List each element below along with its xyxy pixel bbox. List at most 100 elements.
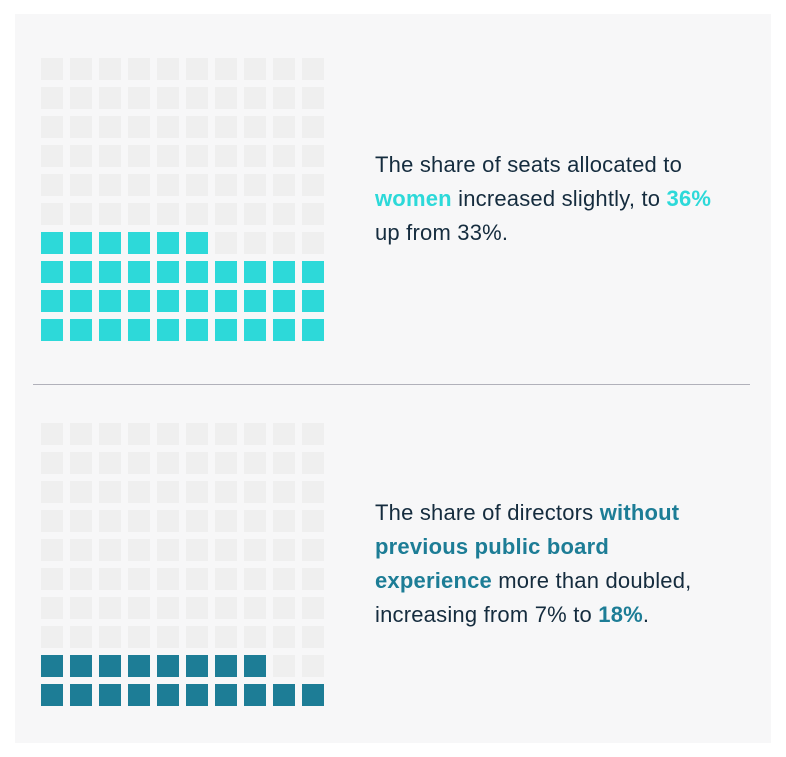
waffle-cell — [215, 289, 237, 312]
waffle-cell — [302, 86, 324, 109]
waffle-cell — [273, 115, 295, 138]
waffle-cell — [128, 260, 150, 283]
waffle-cell — [128, 538, 150, 561]
waffle-cell — [273, 567, 295, 590]
waffle-cell — [128, 654, 150, 677]
waffle-cell — [186, 289, 208, 312]
waffle-cell — [157, 202, 179, 225]
waffle-cell — [273, 289, 295, 312]
waffle-cell — [215, 231, 237, 254]
waffle-cell — [157, 538, 179, 561]
waffle-cell — [215, 260, 237, 283]
waffle-cell — [215, 144, 237, 167]
waffle-cell — [157, 231, 179, 254]
waffle-cell — [215, 538, 237, 561]
waffle-cell — [186, 509, 208, 532]
waffle-cell — [99, 567, 121, 590]
waffle-cell — [244, 260, 266, 283]
waffle-cell — [70, 202, 92, 225]
waffle-cell — [215, 451, 237, 474]
waffle-cell — [186, 683, 208, 706]
waffle-cell — [128, 231, 150, 254]
waffle-cell — [70, 231, 92, 254]
waffle-cell — [186, 654, 208, 677]
waffle-cell — [186, 86, 208, 109]
waffle-cell — [302, 654, 324, 677]
waffle-cell — [186, 625, 208, 648]
waffle-cell — [70, 567, 92, 590]
waffle-cell — [128, 567, 150, 590]
waffle-cell — [99, 422, 121, 445]
waffle-cell — [157, 289, 179, 312]
caption-segment: The share of directors — [375, 500, 600, 525]
waffle-cell — [273, 86, 295, 109]
waffle-cell — [99, 86, 121, 109]
waffle-cell — [128, 202, 150, 225]
waffle-cell — [128, 289, 150, 312]
waffle-cell — [215, 480, 237, 503]
waffle-cell — [41, 567, 63, 590]
caption-directors-experience: The share of directors without previous … — [375, 496, 731, 632]
waffle-cell — [186, 57, 208, 80]
waffle-cell — [186, 422, 208, 445]
waffle-cell — [273, 422, 295, 445]
waffle-cell — [99, 260, 121, 283]
waffle-cell — [41, 231, 63, 254]
waffle-cell — [302, 451, 324, 474]
waffle-cell — [244, 115, 266, 138]
waffle-cell — [244, 596, 266, 619]
waffle-cell — [244, 422, 266, 445]
section-women-share: The share of seats allocated to women in… — [15, 14, 771, 384]
waffle-cell — [128, 144, 150, 167]
waffle-cell — [157, 173, 179, 196]
waffle-cell — [41, 144, 63, 167]
waffle-cell — [157, 625, 179, 648]
waffle-cell — [99, 289, 121, 312]
waffle-cell — [70, 57, 92, 80]
waffle-cell — [70, 625, 92, 648]
waffle-cell — [186, 480, 208, 503]
waffle-cell — [302, 567, 324, 590]
waffle-cell — [186, 202, 208, 225]
waffle-cell — [244, 144, 266, 167]
waffle-cell — [99, 202, 121, 225]
waffle-cell — [157, 451, 179, 474]
waffle-cell — [186, 115, 208, 138]
waffle-cell — [244, 318, 266, 341]
caption-segment: . — [642, 602, 650, 627]
waffle-cell — [302, 231, 324, 254]
waffle-cell — [157, 422, 179, 445]
waffle-cell — [41, 509, 63, 532]
waffle-cell — [186, 318, 208, 341]
waffle-cell — [41, 654, 63, 677]
waffle-cell — [244, 625, 266, 648]
waffle-cell — [128, 451, 150, 474]
waffle-cell — [99, 538, 121, 561]
waffle-cell — [41, 451, 63, 474]
caption-segment: without previous public board experience — [375, 500, 680, 593]
waffle-cell — [302, 625, 324, 648]
waffle-cell — [186, 231, 208, 254]
waffle-cell — [244, 509, 266, 532]
waffle-cell — [302, 318, 324, 341]
waffle-chart-directors — [41, 422, 324, 706]
waffle-cell — [215, 422, 237, 445]
waffle-cell — [41, 202, 63, 225]
waffle-cell — [41, 625, 63, 648]
waffle-cell — [186, 260, 208, 283]
waffle-cell — [157, 318, 179, 341]
waffle-cell — [244, 57, 266, 80]
waffle-cell — [128, 57, 150, 80]
waffle-cell — [41, 86, 63, 109]
waffle-cell — [157, 57, 179, 80]
waffle-cell — [273, 202, 295, 225]
waffle-cell — [128, 422, 150, 445]
waffle-cell — [70, 144, 92, 167]
waffle-cell — [70, 422, 92, 445]
waffle-cell — [41, 596, 63, 619]
waffle-cell — [157, 596, 179, 619]
caption-segment: up from 33%. — [375, 220, 509, 245]
waffle-cell — [215, 115, 237, 138]
waffle-cell — [273, 173, 295, 196]
waffle-cell — [128, 318, 150, 341]
